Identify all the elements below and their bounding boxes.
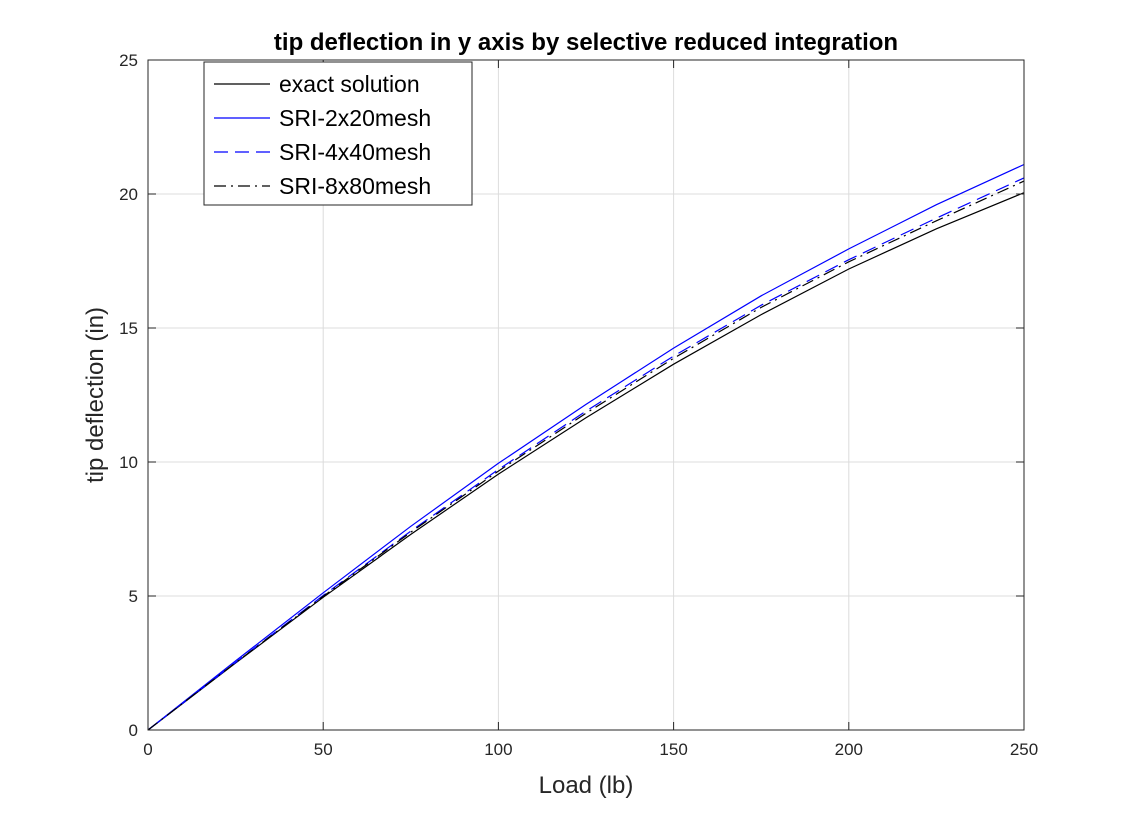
legend-label: SRI-8x80mesh — [279, 173, 431, 199]
series-line-1 — [147, 192, 1025, 731]
y-tick-label: 0 — [129, 721, 138, 740]
y-tick-label: 5 — [129, 587, 138, 606]
x-tick-label: 50 — [314, 740, 333, 759]
legend-label: exact solution — [279, 71, 420, 97]
y-tick-label: 20 — [119, 185, 138, 204]
legend-label: SRI-4x40mesh — [279, 139, 431, 165]
x-tick-label: 200 — [835, 740, 863, 759]
x-axis-label: Load (lb) — [539, 772, 634, 799]
axes-box — [147, 59, 1025, 731]
x-tick-label: 0 — [143, 740, 152, 759]
y-axis-label: tip deflection (in) — [82, 307, 109, 483]
y-tick-label: 15 — [119, 319, 138, 338]
x-tick-label: 100 — [484, 740, 512, 759]
ticks: 0 50 100 150 200 250 0 5 10 15 20 25 — [119, 51, 1038, 759]
legend: exact solution SRI-2x20mesh SRI-4x40mesh SR… — [203, 61, 473, 206]
y-tick-label: 25 — [119, 51, 138, 70]
legend-box — [203, 61, 473, 206]
x-tick-label: 150 — [659, 740, 687, 759]
chart-title: tip deflection in y axis by selective re… — [274, 29, 898, 56]
x-tick-label: 250 — [1010, 740, 1038, 759]
legend-label: SRI-2x20mesh — [279, 105, 431, 131]
series-line-2 — [147, 163, 1025, 731]
y-tick-label: 10 — [119, 453, 138, 472]
series-group — [147, 163, 1025, 731]
